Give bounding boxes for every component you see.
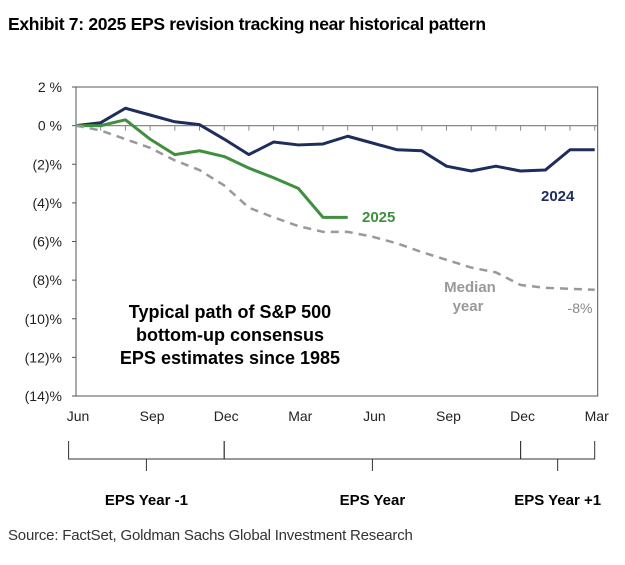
x-tick-label: Mar — [288, 408, 312, 424]
y-tick-label: (10)% — [25, 311, 62, 327]
source-note: Source: FactSet, Goldman Sachs Global In… — [8, 527, 413, 544]
y-tick-label: 2 % — [38, 79, 62, 95]
eps-year-label: EPS Year -1 — [105, 492, 188, 509]
eps-year-bracket — [223, 441, 522, 471]
x-tick-label: Jun — [363, 408, 386, 424]
label-2024: 2024 — [541, 188, 575, 205]
y-tick-label: (12)% — [25, 349, 62, 365]
note-line: EPS estimates since 1985 — [120, 348, 340, 368]
y-tick-label: (2)% — [32, 156, 62, 172]
note-line: Typical path of S&P 500 — [129, 302, 331, 322]
eps-year-label: EPS Year +1 — [514, 492, 601, 509]
y-tick-label: (6)% — [32, 234, 62, 250]
label-median: Median — [444, 279, 496, 296]
x-tick-label: Sep — [436, 408, 461, 424]
label-2025: 2025 — [362, 209, 395, 226]
chart-title: Exhibit 7: 2025 EPS revision tracking ne… — [8, 14, 486, 34]
x-tick-label: Dec — [214, 408, 239, 424]
label-end-value: -8% — [568, 300, 593, 316]
y-tick-label: 0 % — [38, 118, 62, 134]
x-tick-label: Jun — [67, 408, 90, 424]
eps-year-label: EPS Year — [340, 492, 406, 509]
x-tick-label: Mar — [585, 408, 609, 424]
label-median-year: year — [453, 298, 484, 315]
y-tick-label: (8)% — [32, 272, 62, 288]
series-line-2025 — [76, 118, 348, 219]
eps-year-bracket — [68, 441, 225, 471]
series-line-2024 — [75, 106, 595, 173]
y-tick-label: (4)% — [32, 195, 62, 211]
eps-year-bracket — [520, 441, 596, 471]
x-tick-label: Sep — [140, 408, 165, 424]
note-line: bottom-up consensus — [136, 325, 324, 345]
x-tick-label: Dec — [510, 408, 535, 424]
series-line-median-year — [75, 124, 595, 292]
y-tick-label: (14)% — [25, 388, 62, 404]
